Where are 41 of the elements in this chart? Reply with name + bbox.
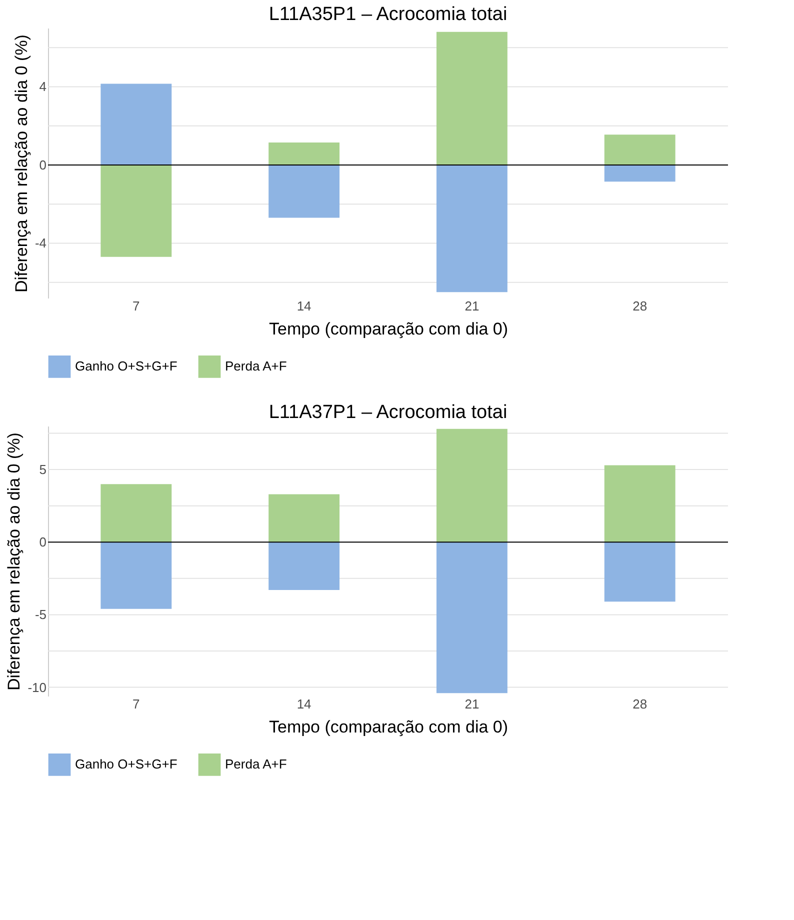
bar <box>100 84 172 165</box>
x-tick-label: 14 <box>296 298 312 314</box>
chart-title: L11A37P1 – Acrocomia totai <box>268 402 508 423</box>
y-tick-label: -5 <box>34 607 46 622</box>
bar <box>268 494 340 542</box>
bar <box>604 465 676 542</box>
y-tick-label: 4 <box>39 79 46 94</box>
bar <box>436 32 508 165</box>
x-tick-label: 21 <box>464 298 480 314</box>
x-axis-title: Tempo (comparação com dia 0) <box>268 320 508 338</box>
y-tick-label: 0 <box>39 157 46 172</box>
bar <box>100 542 172 609</box>
chart-title: L11A35P1 – Acrocomia totai <box>268 4 508 25</box>
legend-label: Perda A+F <box>225 756 287 772</box>
x-tick-label: 7 <box>132 696 140 712</box>
bar <box>100 164 172 257</box>
bar <box>436 164 508 292</box>
x-tick-label: 21 <box>464 696 480 712</box>
bar <box>268 142 340 165</box>
bar <box>436 428 508 542</box>
y-tick-label: -4 <box>34 236 46 251</box>
bar <box>604 542 676 602</box>
x-tick-label: 14 <box>296 696 312 712</box>
y-tick-label: 5 <box>39 462 46 478</box>
legend-label: Ganho O+S+G+F <box>75 756 178 772</box>
y-tick-label: 0 <box>39 534 46 550</box>
legend-label: Perda A+F <box>225 358 287 374</box>
bar <box>436 542 508 694</box>
legend-label: Ganho O+S+G+F <box>75 358 178 374</box>
bar <box>604 164 676 182</box>
bar <box>268 542 340 590</box>
y-axis-title: Diferença em relação ao dia 0 (%) <box>12 34 31 292</box>
y-tick-label: -10 <box>28 680 46 695</box>
bar <box>268 164 340 218</box>
y-axis-title: Diferença em relação ao dia 0 (%) <box>4 432 24 690</box>
x-tick-label: 7 <box>132 298 140 314</box>
x-tick-label: 28 <box>632 298 648 314</box>
x-axis-title: Tempo (comparação com dia 0) <box>268 718 508 736</box>
bar <box>604 134 676 165</box>
bar <box>100 484 172 542</box>
x-tick-label: 28 <box>632 696 648 712</box>
